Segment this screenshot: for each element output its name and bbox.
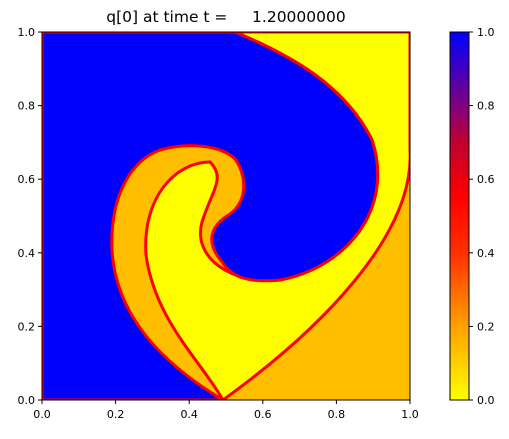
x-tick-label: 0.6: [254, 408, 272, 421]
colorbar-tick-label: 0.8: [477, 100, 495, 113]
chart-title: q[0] at time t = 1.20000000: [106, 8, 345, 26]
colorbar-axis: 0.0 0.2 0.4 0.6 0.8 1.0: [469, 26, 495, 407]
colorbar: 0.0 0.2 0.4 0.6 0.8 1.0: [449, 26, 495, 407]
colorbar-tick-label: 0.4: [477, 247, 495, 260]
x-tick-label: 0.0: [33, 408, 51, 421]
y-tick-label: 0.8: [18, 100, 36, 113]
y-tick-label: 0.0: [18, 394, 36, 407]
colorbar-tick-label: 0.2: [477, 320, 495, 333]
colorbar-tick-label: 0.6: [477, 173, 495, 186]
heatmap-plot-area: [42, 32, 410, 400]
x-tick-label: 1.0: [401, 408, 419, 421]
colorbar-tick-label: 0.0: [477, 394, 495, 407]
y-tick-label: 0.6: [18, 173, 36, 186]
colorbar-gradient: [449, 31, 470, 401]
y-tick-label: 0.2: [18, 320, 36, 333]
x-axis: 0.0 0.2 0.4 0.6 0.8 1.0: [33, 400, 419, 421]
x-tick-label: 0.4: [180, 408, 198, 421]
x-tick-label: 0.8: [328, 408, 346, 421]
x-tick-label: 0.2: [107, 408, 125, 421]
y-axis: 0.0 0.2 0.4 0.6 0.8 1.0: [18, 26, 42, 407]
colorbar-tick-label: 1.0: [477, 26, 495, 39]
plot-frame: [41, 31, 411, 401]
blue-region: [42, 32, 380, 400]
y-tick-label: 1.0: [18, 26, 36, 39]
y-tick-label: 0.4: [18, 247, 36, 260]
